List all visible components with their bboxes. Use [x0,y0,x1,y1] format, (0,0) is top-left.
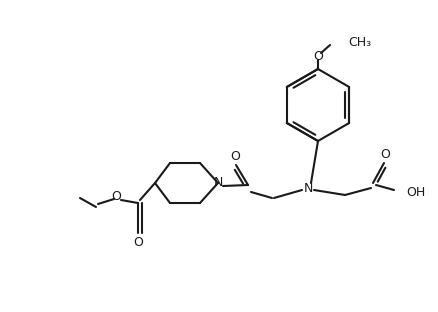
Text: O: O [111,191,121,203]
Text: N: N [303,182,313,194]
Text: N: N [213,177,223,189]
Text: O: O [313,50,323,62]
Text: O: O [230,149,240,163]
Text: O: O [133,236,143,250]
Text: CH₃: CH₃ [348,37,371,50]
Text: O: O [380,148,390,160]
Text: OH: OH [406,186,425,198]
